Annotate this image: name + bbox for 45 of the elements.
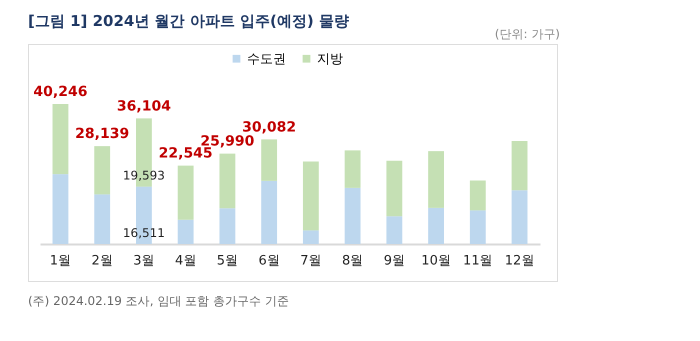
bar — [219, 154, 236, 208]
bar — [470, 210, 486, 244]
bar — [261, 139, 278, 181]
bar — [470, 180, 486, 210]
bar — [512, 190, 528, 244]
x-tick-label: 12월 — [504, 254, 534, 268]
x-tick-label: 4월 — [175, 254, 196, 268]
x-tick-label: 2월 — [92, 254, 113, 268]
x-tick-label: 10월 — [421, 254, 451, 268]
text: (주) 2024.02.19 조사, 임대 포함 총가구수 기준 — [28, 293, 289, 310]
bar — [512, 141, 528, 190]
total-label: 40,246 — [33, 84, 88, 100]
x-tick-label: 1월 — [50, 254, 72, 268]
total-label: 30,082 — [242, 119, 296, 136]
x-tick-label: 9월 — [384, 254, 405, 268]
text: (단위: 가구) — [494, 26, 560, 43]
bar — [344, 150, 361, 188]
bar — [386, 160, 402, 216]
legend-label: 지방 — [317, 52, 343, 67]
bar — [428, 151, 444, 208]
total-label: 36,104 — [116, 98, 172, 114]
bar — [302, 230, 319, 244]
bar — [178, 166, 194, 220]
data-label: 16,511 — [122, 226, 165, 240]
chart-title: [그림 1] 2024년 월간 아파트 입주(예정) 물량 — [28, 12, 349, 31]
x-tick-label: 5월 — [216, 254, 238, 268]
x-tick-label: 6월 — [258, 254, 280, 268]
total-label: 28,139 — [75, 126, 130, 142]
bar — [428, 208, 444, 244]
bar — [302, 161, 319, 230]
x-tick-label: 7월 — [300, 254, 322, 268]
bar — [52, 104, 68, 174]
bar — [52, 174, 68, 244]
bar — [386, 216, 402, 244]
x-tick-label: 3월 — [133, 254, 155, 268]
bar — [344, 188, 361, 244]
x-tick-label: 8월 — [342, 254, 364, 268]
bar — [94, 146, 110, 194]
bar — [219, 208, 236, 244]
legend-label: 수도권 — [247, 52, 286, 67]
x-tick-label: 11월 — [463, 254, 493, 268]
bar — [261, 180, 278, 244]
data-label: 19,593 — [122, 168, 165, 183]
bar — [178, 220, 194, 244]
bar — [94, 194, 110, 244]
